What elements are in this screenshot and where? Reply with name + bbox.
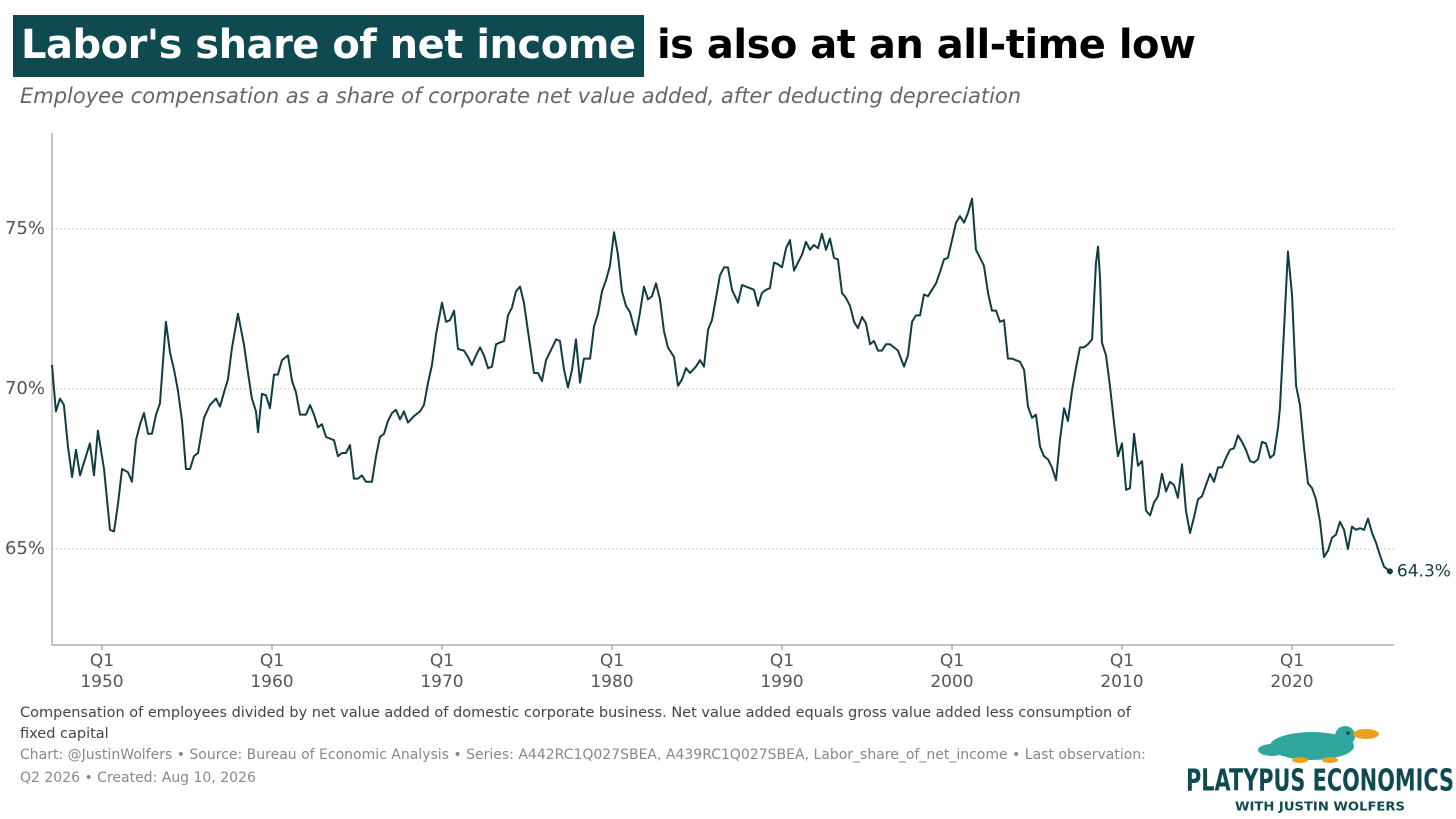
x-tick-label: 2020: [1270, 672, 1313, 692]
logo-eye: [1346, 731, 1350, 735]
y-tick-label: 70%: [5, 378, 45, 399]
logo-head: [1335, 726, 1355, 746]
logo-bill: [1353, 729, 1379, 739]
x-tick-label: 1970: [420, 672, 463, 692]
title-rest: is also at an all-time low: [643, 22, 1196, 68]
x-tick-quarter: Q1: [90, 651, 114, 671]
title-highlight: Labor's share of net income: [13, 15, 644, 77]
logo: PLATYPUS ECONOMICS WITH JUSTIN WOLFERS: [1186, 726, 1454, 814]
logo-name: PLATYPUS ECONOMICS: [1186, 764, 1454, 799]
x-tick-label: 2010: [1100, 672, 1143, 692]
logo-body: [1270, 732, 1354, 760]
x-tick-quarter: Q1: [1110, 651, 1134, 671]
chart-note: Compensation of employees divided by net…: [20, 705, 1131, 742]
logo-foot: [1322, 757, 1338, 763]
end-point: [1386, 568, 1393, 575]
x-tick-quarter: Q1: [430, 651, 454, 671]
logo-foot: [1292, 757, 1308, 763]
x-tick-label: 1960: [250, 672, 293, 692]
chart-source: Chart: @JustinWolfers • Source: Bureau o…: [20, 747, 1146, 786]
x-tick-label: 2000: [930, 672, 973, 692]
logo-tagline: WITH JUSTIN WOLFERS: [1235, 800, 1405, 814]
value-label: 64.3%: [1397, 561, 1451, 581]
x-tick-quarter: Q1: [940, 651, 964, 671]
x-tick-label: 1980: [590, 672, 633, 692]
chart-title: Labor's share of net income is also at a…: [13, 15, 1196, 77]
x-tick-label: 1990: [760, 672, 803, 692]
x-tick-quarter: Q1: [770, 651, 794, 671]
chart-subtitle: Employee compensation as a share of corp…: [20, 84, 1022, 108]
x-tick-label: 1950: [80, 672, 123, 692]
x-tick-quarter: Q1: [600, 651, 624, 671]
data-line: [51, 197, 1391, 573]
x-tick-quarter: Q1: [1280, 651, 1304, 671]
y-tick-label: 65%: [5, 538, 45, 559]
y-tick-label: 75%: [5, 218, 45, 239]
x-tick-quarter: Q1: [260, 651, 284, 671]
logo-tail: [1258, 744, 1286, 756]
